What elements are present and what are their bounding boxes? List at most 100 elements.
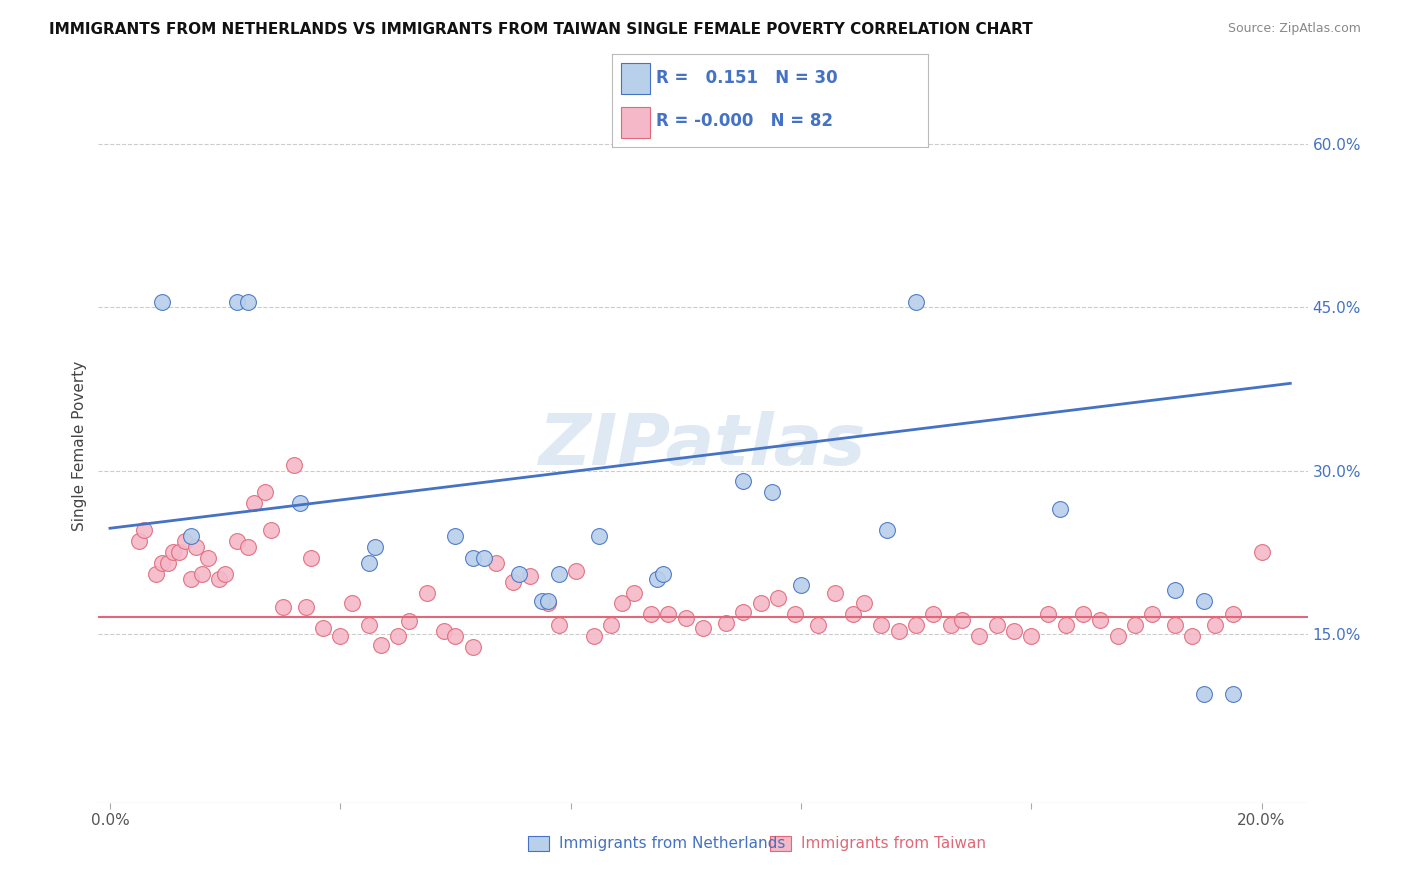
Point <box>749 596 772 610</box>
Point <box>134 524 156 538</box>
Point <box>415 585 437 599</box>
Point <box>548 618 571 632</box>
Point <box>387 629 409 643</box>
Point <box>922 607 945 622</box>
Point <box>1164 618 1187 632</box>
Text: Source: ZipAtlas.com: Source: ZipAtlas.com <box>1227 22 1361 36</box>
Point <box>1308 496 1330 510</box>
Point <box>370 638 392 652</box>
Point <box>1181 629 1204 643</box>
Point <box>519 569 541 583</box>
Point <box>150 556 173 570</box>
Point <box>1192 687 1215 701</box>
FancyBboxPatch shape <box>769 836 792 851</box>
Point <box>675 610 697 624</box>
Point <box>853 596 876 610</box>
Point <box>485 556 508 570</box>
Point <box>887 624 910 638</box>
Point <box>1049 501 1071 516</box>
FancyBboxPatch shape <box>621 63 650 94</box>
Point <box>530 594 553 608</box>
Point <box>905 618 928 632</box>
Point <box>180 529 202 543</box>
Point <box>186 540 208 554</box>
Point <box>156 556 179 570</box>
Point <box>162 545 184 559</box>
Point <box>1054 618 1077 632</box>
Point <box>1002 624 1025 638</box>
Point <box>599 618 621 632</box>
Point <box>1090 613 1112 627</box>
Point <box>225 294 247 309</box>
Point <box>1140 607 1163 622</box>
Point <box>243 496 266 510</box>
Point <box>1337 475 1360 489</box>
Point <box>191 567 214 582</box>
Point <box>1204 618 1226 632</box>
Point <box>294 599 316 614</box>
Point <box>398 614 420 628</box>
Point <box>651 567 673 582</box>
Point <box>444 629 467 643</box>
Point <box>1071 607 1094 622</box>
Point <box>271 599 294 614</box>
Point <box>565 564 588 578</box>
Point <box>939 618 962 632</box>
Point <box>508 567 530 582</box>
Point <box>986 618 1008 632</box>
Point <box>1164 583 1187 598</box>
Point <box>329 629 352 643</box>
Point <box>640 607 662 622</box>
Point <box>173 534 195 549</box>
Point <box>461 640 484 654</box>
Point <box>761 485 783 500</box>
Point <box>1192 594 1215 608</box>
Point <box>208 573 231 587</box>
Point <box>433 624 456 638</box>
FancyBboxPatch shape <box>527 836 550 851</box>
Point <box>1222 687 1244 701</box>
Point <box>472 550 495 565</box>
Point <box>357 556 380 570</box>
Point <box>536 596 558 610</box>
Point <box>1038 607 1060 622</box>
Point <box>536 594 558 608</box>
Point <box>841 607 863 622</box>
Point <box>766 591 789 605</box>
Point <box>312 622 335 636</box>
Point <box>657 607 679 622</box>
Point <box>876 524 898 538</box>
Point <box>1123 618 1146 632</box>
FancyBboxPatch shape <box>621 107 650 138</box>
Point <box>502 574 524 589</box>
Point <box>444 529 467 543</box>
Point <box>612 596 634 610</box>
Point <box>785 607 807 622</box>
Point <box>283 458 305 472</box>
Point <box>824 585 846 599</box>
Point <box>301 550 323 565</box>
Point <box>905 294 928 309</box>
Point <box>645 573 668 587</box>
Point <box>1250 545 1272 559</box>
Point <box>1107 629 1129 643</box>
Point <box>790 578 813 592</box>
Text: R = -0.000   N = 82: R = -0.000 N = 82 <box>655 112 832 130</box>
Point <box>870 618 893 632</box>
Point <box>1222 607 1244 622</box>
Point <box>548 567 571 582</box>
Point <box>236 540 259 554</box>
Point <box>623 585 645 599</box>
Point <box>733 475 755 489</box>
Point <box>461 550 484 565</box>
Point <box>254 485 277 500</box>
Point <box>236 294 259 309</box>
Point <box>145 567 167 582</box>
Point <box>733 605 755 619</box>
Text: Immigrants from Taiwan: Immigrants from Taiwan <box>801 836 986 851</box>
Point <box>167 545 190 559</box>
Point <box>588 529 610 543</box>
Text: ZIPatlas: ZIPatlas <box>540 411 866 481</box>
Point <box>364 540 387 554</box>
Point <box>692 622 714 636</box>
